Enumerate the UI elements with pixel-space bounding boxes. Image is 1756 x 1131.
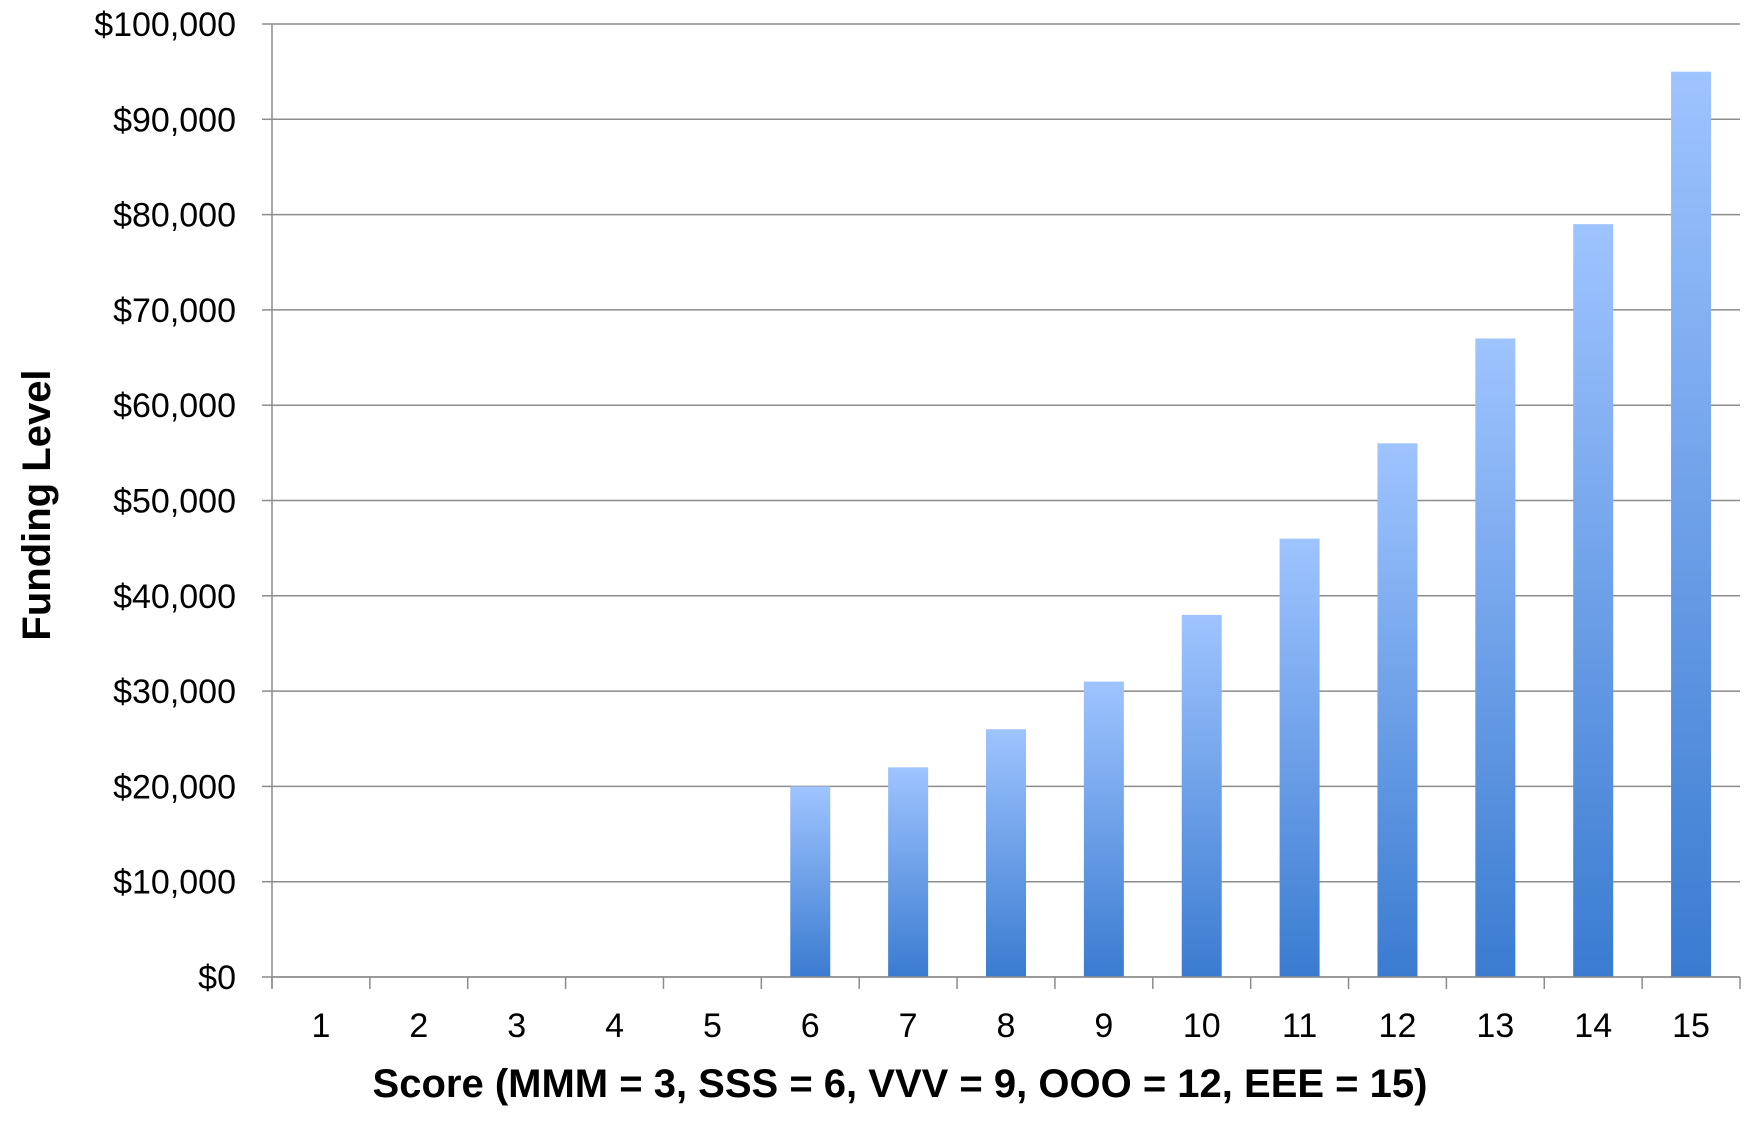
y-tick-label: $80,000 xyxy=(113,197,236,235)
x-tick-label: 14 xyxy=(1574,1007,1612,1045)
tick-labels: $0 $10,000 $20,000 $30,000 $40,000 $50,000 $60… xyxy=(94,6,1710,1045)
x-tick-label: 8 xyxy=(997,1007,1016,1045)
y-tick-label: $60,000 xyxy=(113,387,236,425)
x-tick-label: 15 xyxy=(1672,1007,1710,1045)
bar-6 xyxy=(790,786,831,977)
bar-10 xyxy=(1181,614,1222,977)
x-tick-label: 13 xyxy=(1476,1007,1514,1045)
x-tick-label: 2 xyxy=(409,1007,428,1045)
x-tick-label: 3 xyxy=(507,1007,526,1045)
y-tick-label: $70,000 xyxy=(113,292,236,330)
y-tick-label: $30,000 xyxy=(113,673,236,711)
y-tick-label: $100,000 xyxy=(94,6,236,44)
y-axis-title: Funding Level xyxy=(15,369,59,640)
bar-9 xyxy=(1083,681,1124,977)
bar-11 xyxy=(1279,538,1320,977)
bar-14 xyxy=(1573,224,1614,977)
y-tick-label: $10,000 xyxy=(113,864,236,902)
x-tick-label: 4 xyxy=(605,1007,624,1045)
y-tick-label: $40,000 xyxy=(113,578,236,616)
x-tick-label: 6 xyxy=(801,1007,820,1045)
x-axis-title: Score (MMM = 3, SSS = 6, VVV = 9, OOO = … xyxy=(373,1062,1428,1106)
x-tick-label: 9 xyxy=(1094,1007,1113,1045)
y-tick-label: $20,000 xyxy=(113,768,236,806)
axes xyxy=(262,23,1741,989)
x-tick-label: 10 xyxy=(1183,1007,1221,1045)
gridlines xyxy=(272,23,1740,978)
y-tick-label: $90,000 xyxy=(113,101,236,139)
x-tick-label: 5 xyxy=(703,1007,722,1045)
bar-13 xyxy=(1475,338,1516,977)
x-tick-label: 11 xyxy=(1282,1007,1317,1045)
bar-7 xyxy=(888,767,929,977)
bar-12 xyxy=(1377,443,1418,977)
y-tick-label: $0 xyxy=(198,959,236,997)
bar-15 xyxy=(1671,71,1712,977)
y-tick-label: $50,000 xyxy=(113,483,236,521)
x-tick-label: 12 xyxy=(1379,1007,1417,1045)
bars xyxy=(790,71,1712,977)
x-tick-label: 1 xyxy=(311,1007,330,1045)
bar-8 xyxy=(986,729,1026,977)
x-tick-label: 7 xyxy=(899,1007,918,1045)
